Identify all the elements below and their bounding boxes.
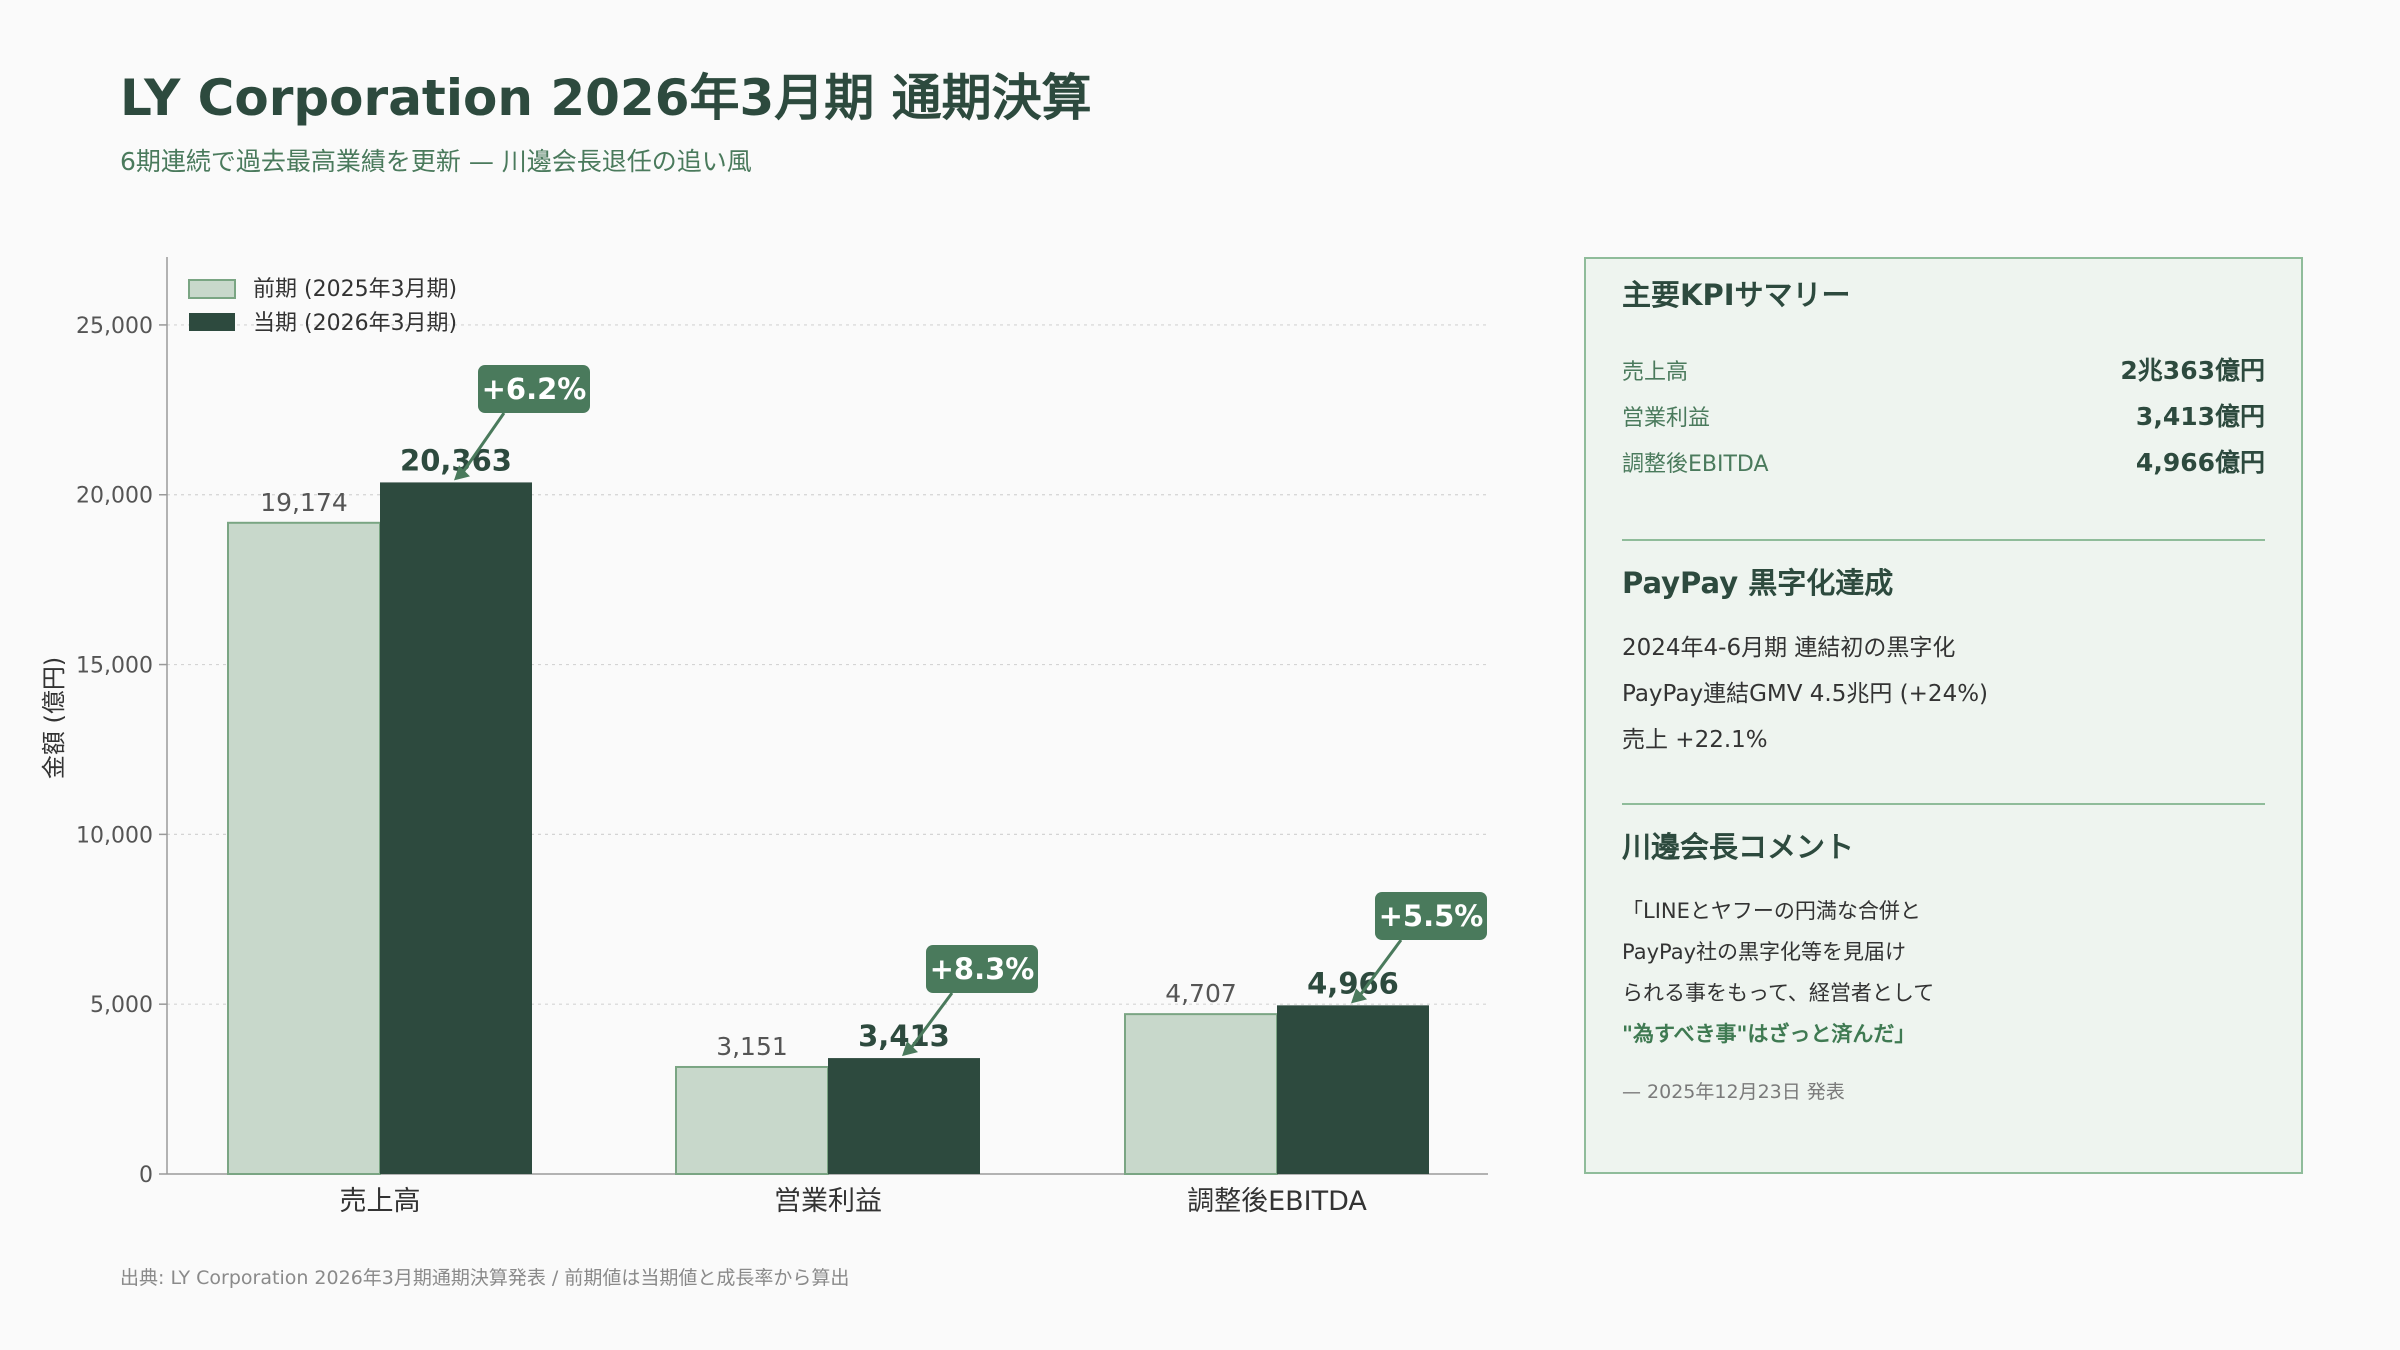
paypay-line: 2024年4-6月期 連結初の黒字化	[1622, 635, 1956, 661]
section-divider	[1622, 539, 2265, 541]
y-axis-label: 金額 (億円)	[40, 657, 68, 779]
grid-lines	[167, 324, 1488, 1005]
bar-value-label-prior: 3,151	[716, 1032, 788, 1061]
legend-swatch-prior	[188, 279, 236, 299]
x-tick-label: 調整後EBITDA	[1187, 1186, 1367, 1217]
bar-current	[380, 482, 532, 1174]
y-tick-label: 20,000	[76, 484, 153, 509]
bar-chart: 0 5,000 10,000 15,000 20,000 25,000 売上高 営業利益 調整後…	[40, 257, 1488, 1217]
x-tick-label: 営業利益	[774, 1186, 882, 1217]
paypay-line: 売上 +22.1%	[1622, 727, 1768, 753]
kpi-value: 4,966億円	[2135, 448, 2265, 477]
badge-arrow-line	[1355, 939, 1403, 1001]
source-footnote: 出典: LY Corporation 2026年3月期通期決算発表 / 前期値は…	[120, 1267, 850, 1289]
legend-label-current: 当期 (2026年3月期)	[253, 311, 457, 336]
growth-badge-box	[1375, 892, 1487, 940]
kpi-row-ebitda: 調整後EBITDA 4,966億円	[1622, 443, 2265, 489]
paypay-section-title: PayPay 黒字化達成	[1622, 566, 1894, 600]
kpi-label: 営業利益	[1622, 406, 1711, 431]
bar-prior	[1124, 1013, 1278, 1176]
bar-value-label-current: 3,413	[858, 1019, 950, 1053]
bar-prior	[675, 1065, 829, 1175]
comment-emphasis: "為すべき事"はざっと済んだ」	[1622, 1022, 1916, 1046]
growth-badge-box	[926, 945, 1038, 993]
section-divider	[1622, 803, 2265, 805]
kpi-row-operating-profit: 営業利益 3,413億円	[1622, 397, 2265, 443]
legend-swatch-current	[189, 313, 235, 331]
comment-date: — 2025年12月23日 発表	[1622, 1081, 1845, 1103]
comment-section-title: 川邊会長コメント	[1622, 830, 1855, 864]
bar-value-label-current: 4,966	[1307, 966, 1399, 1000]
badge-arrow-line	[906, 992, 954, 1053]
y-tick-label: 5,000	[90, 993, 153, 1018]
badge-arrow-head	[902, 1041, 918, 1057]
y-tick-label: 10,000	[76, 823, 153, 848]
kpi-value: 2兆363億円	[2120, 356, 2265, 385]
growth-badge-label: +8.3%	[930, 952, 1035, 986]
growth-badges: +6.2% +8.3% +5.5%	[454, 365, 1487, 1057]
y-tick-label: 25,000	[76, 314, 153, 339]
page-subtitle: 6期連続で過去最高業績を更新 — 川邊会長退任の追い風	[120, 147, 752, 176]
badge-arrow-head	[454, 465, 470, 481]
x-tick-label: 売上高	[340, 1186, 421, 1217]
bar-value-label-current: 20,363	[400, 443, 512, 477]
bar-value-label-prior: 19,174	[260, 488, 347, 517]
kpi-row-revenue: 売上高 2兆363億円	[1622, 351, 2265, 397]
badge-arrow-line	[458, 412, 506, 478]
bar-current	[1277, 1005, 1429, 1174]
y-tick-label: 15,000	[76, 654, 153, 679]
kpi-value: 3,413億円	[2135, 402, 2265, 431]
comment-line: 「LINEとヤフーの円満な合併と	[1622, 899, 1921, 923]
comment-line: PayPay社の黒字化等を見届け	[1622, 940, 1907, 964]
bar-value-label-prior: 4,707	[1165, 979, 1237, 1008]
bars	[227, 482, 1429, 1176]
badge-arrow-head	[1351, 988, 1367, 1004]
paypay-line: PayPay連結GMV 4.5兆円 (+24%)	[1622, 681, 1989, 707]
kpi-label: 調整後EBITDA	[1622, 452, 1769, 477]
bar-current	[828, 1058, 980, 1174]
comment-line: られる事をもって、経営者として	[1622, 981, 1935, 1005]
kpi-summary-panel: 主要KPIサマリー 売上高 2兆363億円 営業利益 3,413億円 調整後EB…	[1584, 257, 2303, 1174]
legend: 前期 (2025年3月期) 当期 (2026年3月期)	[188, 277, 457, 336]
kpi-section-title: 主要KPIサマリー	[1622, 278, 1851, 312]
page-title: LY Corporation 2026年3月期 通期決算	[120, 69, 1092, 127]
kpi-label: 売上高	[1622, 360, 1689, 385]
y-tick-label: 0	[139, 1163, 153, 1188]
growth-badge-label: +6.2%	[482, 372, 587, 406]
bar-prior	[227, 521, 381, 1175]
growth-badge-label: +5.5%	[1379, 899, 1484, 933]
bar-labels: 19,174 20,363 3,151 3,413 4,707 4,966	[260, 443, 1399, 1061]
growth-badge-box	[478, 365, 590, 413]
legend-label-prior: 前期 (2025年3月期)	[253, 277, 457, 302]
